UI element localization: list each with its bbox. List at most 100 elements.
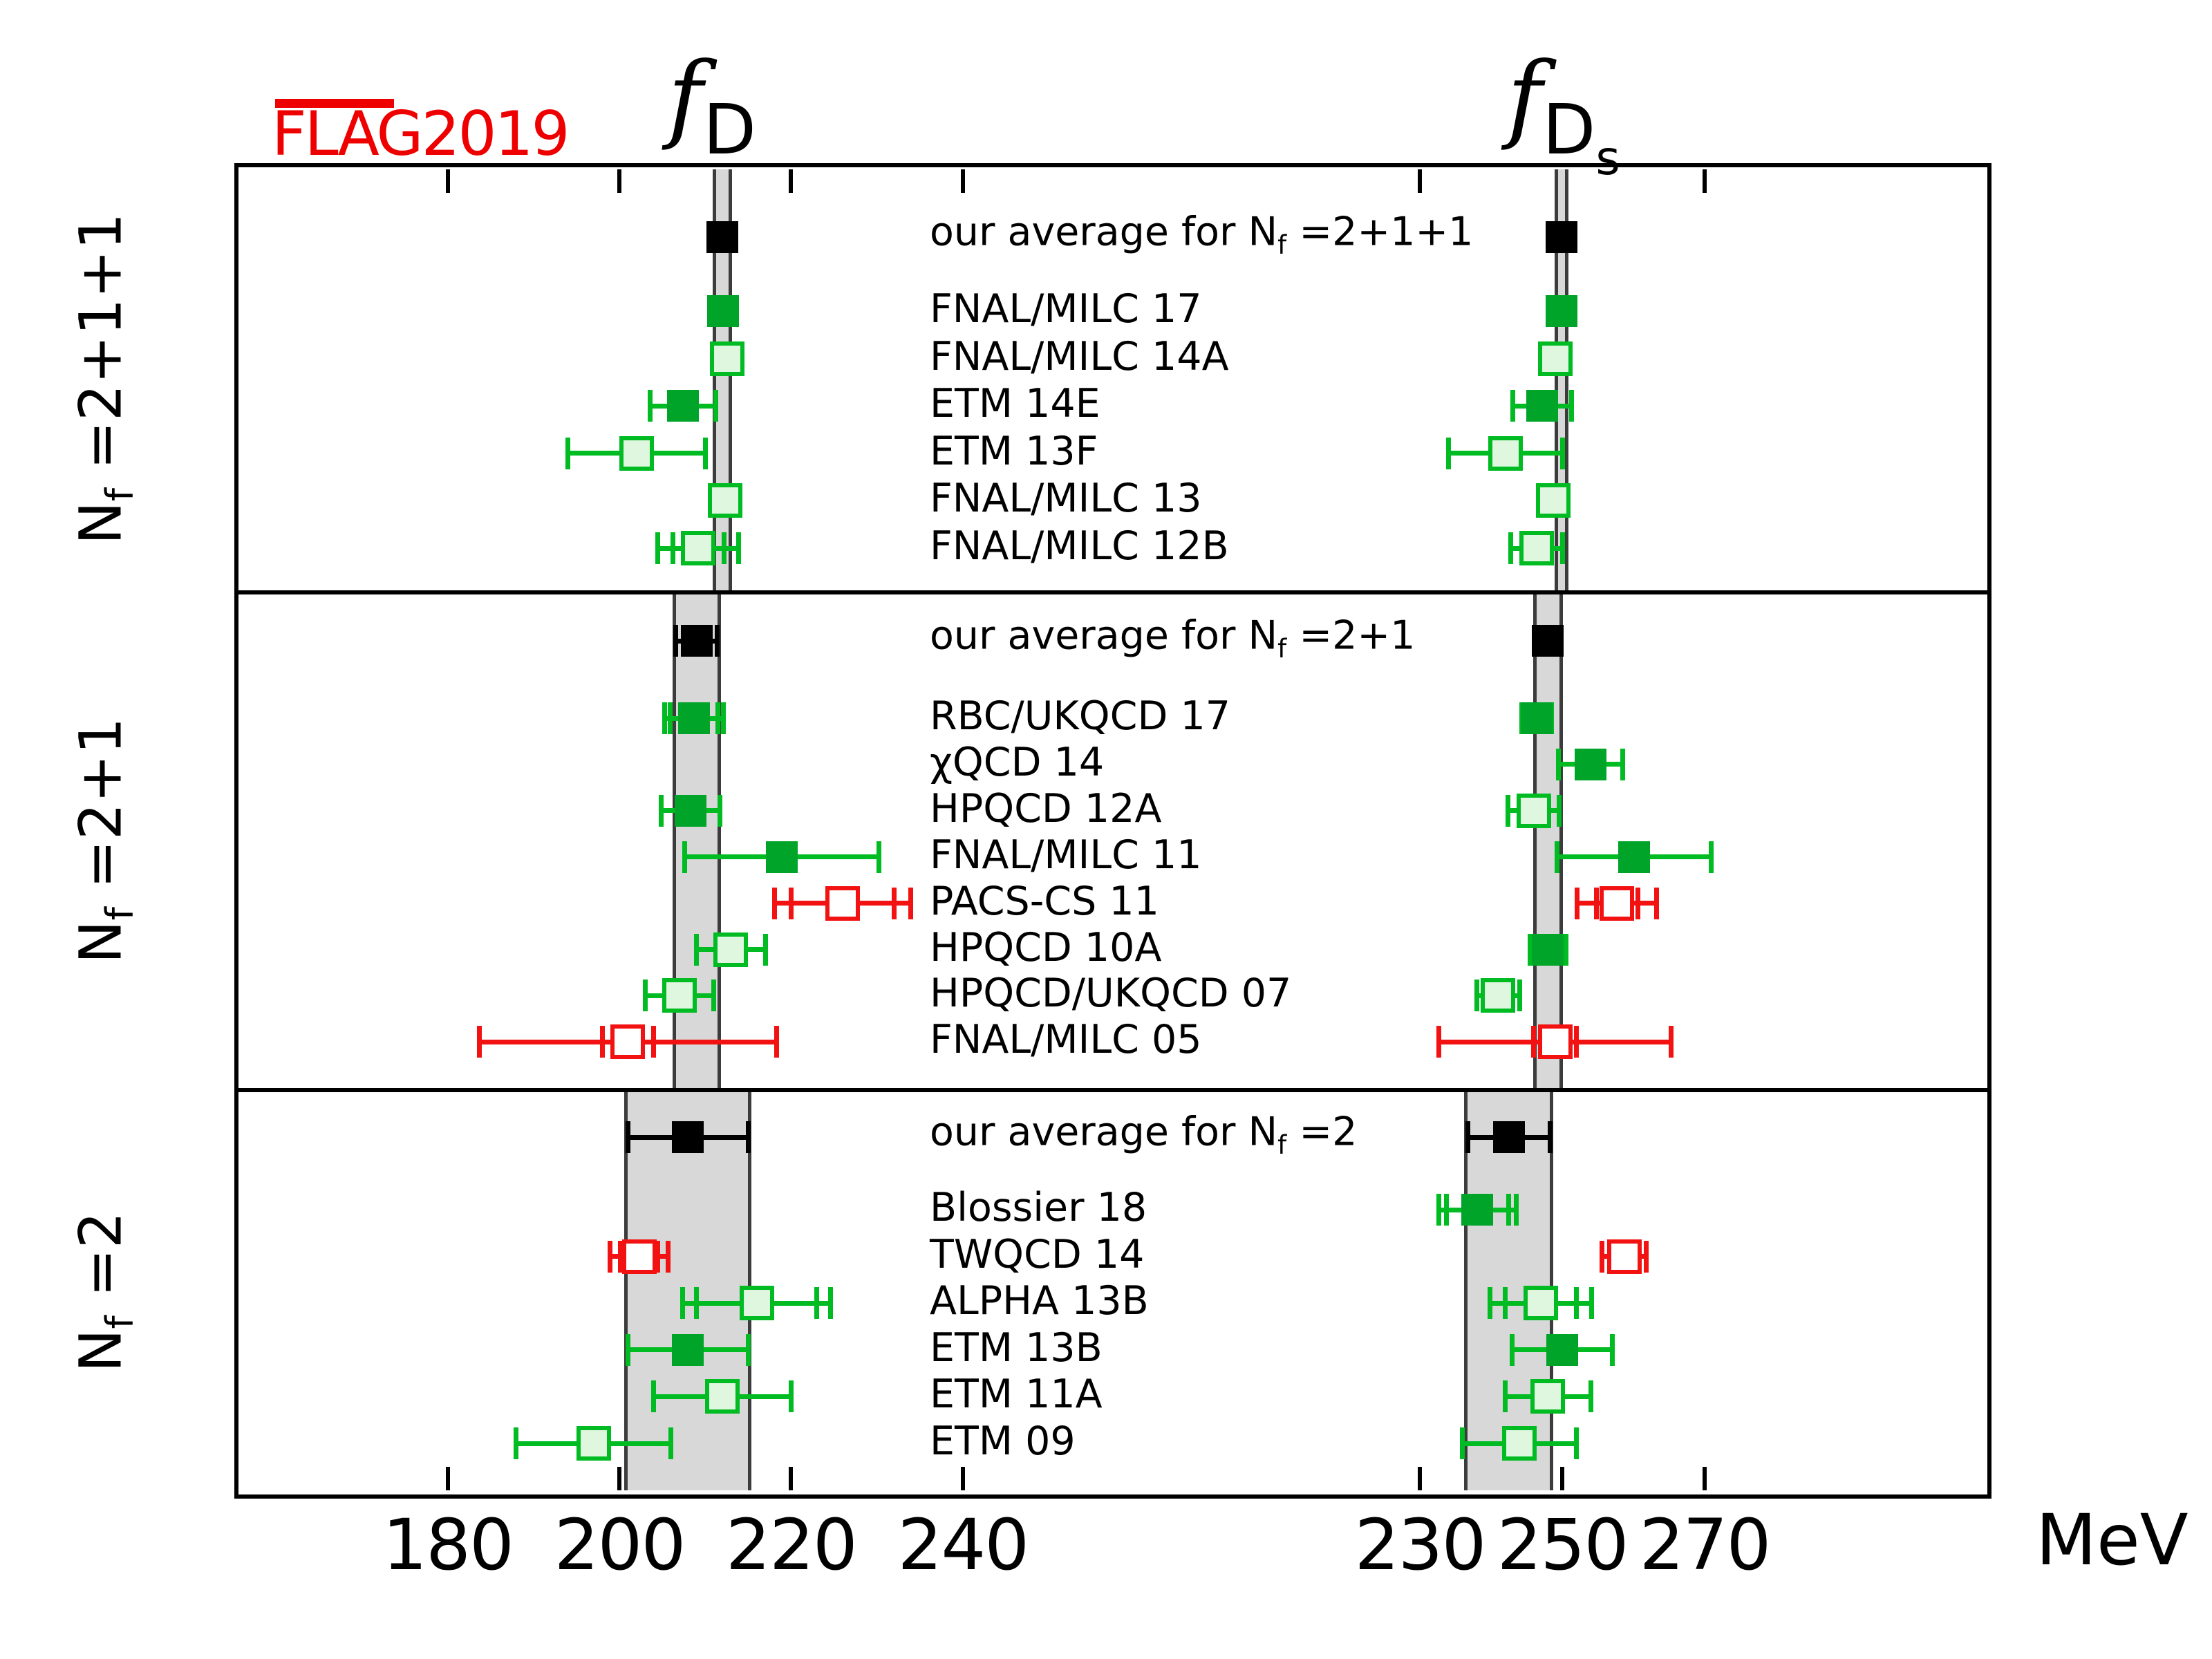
row-label-ETM-14E: ETM 14E xyxy=(930,381,1100,427)
row-label-ALPHA-13B: ALPHA 13B xyxy=(930,1278,1149,1324)
data-point-fDs-ETM-09 xyxy=(1502,1426,1537,1461)
error-cap-right xyxy=(762,933,768,966)
section-label-nf-2: Nf =2 xyxy=(66,1211,142,1373)
error-cap-inner-right xyxy=(814,1287,820,1320)
data-point-fD-PACS-CS-11 xyxy=(825,885,860,921)
error-cap-left xyxy=(659,794,664,827)
axis-tick-top-200 xyxy=(617,169,621,193)
data-point-fD-ETM-09 xyxy=(576,1426,611,1461)
data-point-fDs-HPQCD-12A xyxy=(1516,793,1551,828)
error-cap-right xyxy=(1644,1240,1649,1273)
average-marker-fDs-section1 xyxy=(1532,625,1564,657)
error-cap-left xyxy=(655,532,661,564)
error-cap-inner-right xyxy=(1574,1026,1580,1058)
error-cap-left xyxy=(1510,1333,1515,1366)
data-point-fD-ETM-11A xyxy=(705,1379,740,1414)
error-cap-left xyxy=(1474,980,1479,1012)
error-cap-left xyxy=(1503,1380,1508,1413)
error-cap-inner-right xyxy=(655,1240,661,1273)
error-cap-left xyxy=(477,1026,482,1058)
data-point-fD-FNAL-MILC-11 xyxy=(765,841,798,873)
error-cap-right xyxy=(1588,1287,1594,1320)
error-cap-left xyxy=(682,841,687,873)
error-cap-right xyxy=(1654,887,1660,919)
error-cap-right xyxy=(876,841,881,873)
error-cap-left xyxy=(651,1380,657,1413)
axis-tick-top-220 xyxy=(789,169,794,193)
title-fD-base: f xyxy=(667,41,704,153)
error-cap-left xyxy=(625,1121,630,1153)
error-cap-left xyxy=(1556,748,1562,780)
title-fDs-subsub: s xyxy=(1595,131,1620,186)
error-cap-left xyxy=(680,1287,686,1320)
error-cap-right xyxy=(1563,933,1568,966)
data-point-fDs-ETM-11A xyxy=(1530,1379,1566,1414)
average-marker-fDs-section0 xyxy=(1545,221,1577,253)
error-cap-left xyxy=(673,625,679,657)
data-point-fD-ETM-13F xyxy=(619,435,654,471)
average-band-fD-section1 xyxy=(672,594,721,1088)
plot-frame xyxy=(234,163,1991,1499)
data-point-fD-FNAL-MILC-13 xyxy=(707,483,742,518)
error-cap-left xyxy=(662,702,668,734)
error-cap-inner-left xyxy=(667,702,673,734)
error-cap-left xyxy=(1555,841,1560,873)
axis-unit-label: MeV xyxy=(2036,1499,2188,1582)
data-point-fDs-RBC-UKQCD-17 xyxy=(1520,702,1553,734)
error-cap-right xyxy=(668,1427,674,1459)
error-cap-left xyxy=(1436,1194,1442,1226)
row-label-HPQCD-12A: HPQCD 12A xyxy=(930,786,1162,832)
data-point-fD-TWQCD-14 xyxy=(621,1239,657,1274)
data-point-fD-HPQCD-10A xyxy=(713,932,749,967)
error-cap-left xyxy=(607,1240,612,1273)
error-cap-left xyxy=(565,437,570,469)
data-point-fD-FNAL-MILC-14A xyxy=(710,341,745,376)
error-cap-inner-right xyxy=(1574,1287,1580,1320)
average-marker-fD-section1 xyxy=(680,625,713,657)
error-cap-right xyxy=(745,1333,751,1366)
error-cap-left xyxy=(1460,1427,1465,1459)
row-label-TWQCD-14: TWQCD 14 xyxy=(930,1231,1145,1277)
row-label-ETM-11A: ETM 11A xyxy=(930,1371,1103,1418)
row-label-FNAL-MILC-14A: FNAL/MILC 14A xyxy=(930,333,1229,379)
error-cap-left xyxy=(772,887,778,919)
error-cap-right xyxy=(788,1380,794,1413)
error-cap-right xyxy=(1574,1427,1580,1459)
row-label--QCD-14: χQCD 14 xyxy=(930,740,1105,786)
axis-tick-bottom-230 xyxy=(1418,1467,1422,1490)
error-cap-left xyxy=(1510,390,1516,422)
data-point-fD-ETM-14E xyxy=(666,390,699,422)
error-cap-inner-right xyxy=(1635,887,1640,919)
axis-tick-bottom-200 xyxy=(617,1467,621,1490)
error-cap-left xyxy=(1600,1240,1605,1273)
section-label-nf-2p1: Nf =2+1 xyxy=(66,717,142,964)
error-cap-right xyxy=(715,625,720,657)
error-cap-right xyxy=(1568,390,1574,422)
axis-tick-top-180 xyxy=(445,169,450,193)
data-point-fD-HPQCD-UKQCD-07 xyxy=(662,978,697,1013)
error-cap-inner-left xyxy=(1443,1194,1449,1226)
error-cap-right xyxy=(711,980,717,1012)
error-cap-inner-left xyxy=(788,887,794,919)
error-cap-right xyxy=(1517,980,1522,1012)
average-label-section0: our average for Nf =2+1+1 xyxy=(930,209,1474,261)
row-label-ETM-13F: ETM 13F xyxy=(930,429,1098,475)
axis-tick-top-270 xyxy=(1703,169,1707,193)
row-label-RBC-UKQCD-17: RBC/UKQCD 17 xyxy=(930,693,1231,740)
average-band-fD-section2 xyxy=(624,1092,752,1490)
data-point-fDs-HPQCD-UKQCD-07 xyxy=(1481,978,1516,1013)
axis-tick-label-230: 230 xyxy=(1354,1504,1487,1586)
flag-logo-bar xyxy=(275,99,394,108)
data-point-fDs-FNAL-MILC-12B xyxy=(1519,531,1554,565)
flag-logo: FLAG2019 xyxy=(272,98,570,169)
average-marker-fD-section2 xyxy=(672,1121,704,1153)
data-point-fDs-FNAL-MILC-05 xyxy=(1537,1024,1573,1060)
error-cap-left xyxy=(1506,794,1511,827)
data-point-fD-FNAL-MILC-12B xyxy=(681,531,716,565)
axis-tick-label-180: 180 xyxy=(382,1504,514,1586)
axis-tick-label-200: 200 xyxy=(554,1504,686,1586)
error-cap-right xyxy=(1620,748,1626,780)
error-cap-right xyxy=(1513,1194,1519,1226)
error-cap-right xyxy=(1559,437,1565,469)
error-cap-inner-left xyxy=(617,1240,623,1273)
